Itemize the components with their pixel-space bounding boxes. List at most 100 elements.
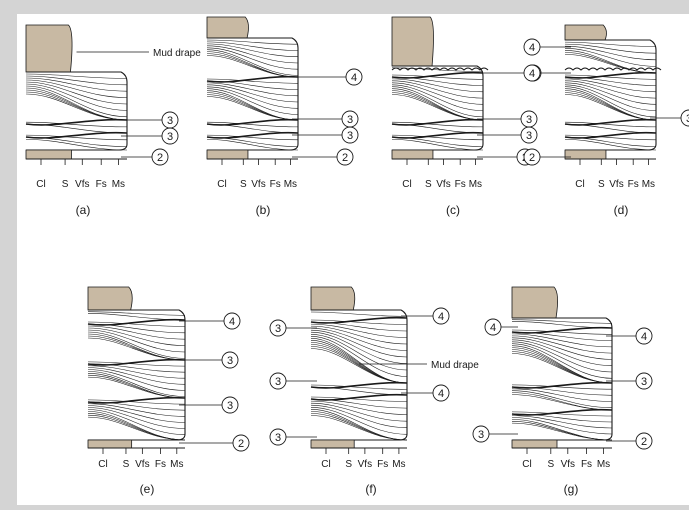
axis-label-b: Ms bbox=[284, 179, 297, 190]
lamina-b bbox=[206, 121, 299, 128]
axis-label-a: Fs bbox=[96, 179, 107, 190]
lamina-g bbox=[511, 319, 613, 324]
callout-number-g: 2 bbox=[641, 436, 647, 448]
lamina-g bbox=[511, 384, 613, 390]
bounding-surface-d bbox=[564, 71, 657, 79]
lamina-d bbox=[564, 121, 657, 128]
callout-circle-d bbox=[523, 38, 541, 56]
lamina-a bbox=[25, 75, 128, 86]
mud-base-e bbox=[87, 439, 133, 449]
lamina-f bbox=[310, 329, 408, 358]
lamina-a bbox=[25, 79, 128, 98]
bounding-surface-d bbox=[564, 131, 657, 139]
lamina-f bbox=[310, 336, 408, 377]
mud-cap-d bbox=[564, 24, 607, 41]
callout-number-b: 4 bbox=[351, 72, 357, 84]
axis-label-e: Cl bbox=[98, 459, 107, 470]
lamina-e bbox=[87, 329, 186, 353]
axis-label-d: Ms bbox=[642, 179, 655, 190]
axis-label-e: Fs bbox=[155, 459, 166, 470]
mud-base-g bbox=[511, 439, 558, 449]
lamina-g bbox=[511, 417, 613, 435]
lamina-e bbox=[87, 407, 186, 429]
callout-circle-f bbox=[269, 428, 287, 446]
callout-circle-g bbox=[635, 327, 653, 345]
lamina-f bbox=[310, 331, 408, 364]
bounding-surface-c bbox=[391, 131, 484, 139]
bounding-surface-d bbox=[564, 118, 657, 126]
lamina-d bbox=[564, 48, 657, 67]
lamina-d bbox=[564, 86, 657, 118]
bounding-surface-f bbox=[310, 316, 408, 324]
axis-label-f: Ms bbox=[392, 459, 405, 470]
callout-circle-g bbox=[472, 425, 490, 443]
lamina-g bbox=[511, 333, 613, 348]
axis-label-g: Fs bbox=[581, 459, 592, 470]
lamina-g bbox=[511, 415, 613, 429]
lamina-d bbox=[564, 78, 657, 93]
lamina-a bbox=[25, 85, 128, 118]
callout-circle-b bbox=[345, 68, 363, 86]
axis-label-g: Ms bbox=[597, 459, 610, 470]
panel-caption-a: (a) bbox=[76, 203, 91, 217]
lamina-d bbox=[564, 45, 657, 61]
callout-number-g: 4 bbox=[641, 331, 647, 343]
axis-label-f: Fs bbox=[377, 459, 388, 470]
wavy-surface-d bbox=[564, 67, 662, 71]
callout-circle-b bbox=[341, 126, 359, 144]
lamina-b bbox=[206, 134, 299, 141]
lamina-e bbox=[87, 367, 186, 385]
panel-caption-f: (f) bbox=[365, 482, 376, 496]
lamina-b bbox=[206, 45, 299, 64]
lamina-f bbox=[310, 402, 408, 422]
bounding-surface-a bbox=[25, 118, 128, 126]
lamina-d bbox=[564, 74, 657, 80]
lamina-d bbox=[564, 80, 657, 99]
lamina-c bbox=[391, 134, 484, 141]
mud-cap-b bbox=[206, 16, 249, 39]
lamina-f bbox=[310, 400, 408, 415]
callout-circle-a bbox=[161, 127, 179, 145]
axis-label-f: Vfs bbox=[358, 459, 372, 470]
bounding-surface-c bbox=[391, 71, 484, 79]
lamina-e bbox=[87, 369, 186, 391]
callout-number-f: 3 bbox=[275, 323, 281, 335]
callout-number-a: 3 bbox=[167, 131, 173, 143]
callout-number-a: 2 bbox=[157, 152, 163, 164]
lamina-b bbox=[206, 43, 299, 57]
lamina-d bbox=[564, 84, 657, 111]
panel-caption-c: (c) bbox=[446, 203, 460, 217]
callout-number-e: 3 bbox=[227, 355, 233, 367]
callout-circle-f bbox=[269, 319, 287, 337]
lamina-b bbox=[206, 88, 299, 115]
callout-circle-c bbox=[520, 126, 538, 144]
axis-label-b: Cl bbox=[217, 179, 226, 190]
lamina-g bbox=[511, 329, 613, 335]
callout-number-f: 3 bbox=[275, 432, 281, 444]
lamina-g bbox=[511, 339, 613, 366]
bounding-surface-f bbox=[310, 381, 408, 389]
lamina-f bbox=[310, 334, 408, 371]
lamina-b bbox=[206, 47, 299, 70]
mud-cap-a bbox=[25, 24, 73, 73]
callout-circle-d bbox=[523, 64, 541, 82]
axis-label-b: Vfs bbox=[251, 179, 265, 190]
lamina-c bbox=[391, 86, 484, 118]
axis-label-e: Ms bbox=[170, 459, 183, 470]
axis-label-c: Fs bbox=[455, 179, 466, 190]
callout-circle-g bbox=[635, 372, 653, 390]
callout-number-b: 3 bbox=[347, 130, 353, 142]
lamina-a bbox=[25, 73, 128, 79]
lamina-e bbox=[87, 416, 186, 441]
axis-label-a: S bbox=[62, 179, 69, 190]
mud-base-a bbox=[25, 149, 72, 160]
lamina-e bbox=[87, 325, 186, 340]
lamina-a bbox=[25, 121, 128, 128]
callout-number-d: 4 bbox=[529, 42, 535, 54]
axis-label-e: S bbox=[123, 459, 130, 470]
callout-circle-e bbox=[223, 312, 241, 330]
lamina-c bbox=[391, 74, 484, 80]
lamina-d bbox=[564, 43, 657, 54]
lamina-d bbox=[564, 139, 657, 151]
